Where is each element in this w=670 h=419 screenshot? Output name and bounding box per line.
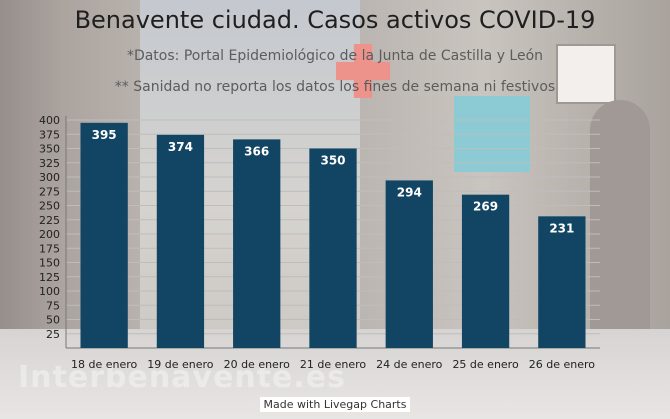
bar [80, 122, 128, 348]
doorway [590, 100, 650, 330]
x-tick-label: 20 de enero [224, 358, 291, 371]
y-tick-label: 150 [39, 257, 60, 270]
y-tick-label: 175 [39, 242, 60, 255]
chart-subtitle-note: ** Sanidad no reporta los datos los fine… [114, 79, 556, 95]
bar [385, 180, 433, 348]
y-tick-label: 225 [39, 214, 60, 227]
bar [156, 134, 205, 348]
y-tick-label: 350 [39, 143, 60, 156]
shop-sign [556, 44, 616, 104]
credit-footer: Made with Livegap Charts [0, 393, 670, 412]
y-tick-label: 300 [39, 171, 60, 184]
credit-link[interactable]: Made with Livegap Charts [259, 397, 411, 412]
bar [538, 216, 586, 348]
bar [309, 148, 357, 348]
bar-value-label: 231 [549, 221, 574, 235]
chart-subtitle-source: *Datos: Portal Epidemiológico de la Junt… [126, 48, 544, 64]
y-tick-label: 75 [46, 299, 60, 312]
y-tick-label: 250 [39, 200, 60, 213]
y-tick-label: 125 [39, 271, 60, 284]
x-tick-label: 24 de enero [376, 358, 443, 371]
y-tick-label: 25 [46, 328, 60, 341]
y-tick-label: 275 [39, 185, 60, 198]
watermark: Interbenavente.es [18, 360, 346, 395]
x-tick-label: 25 de enero [452, 358, 519, 371]
bar [461, 194, 510, 348]
y-tick-label: 400 [39, 114, 60, 127]
x-tick-label: 18 de enero [71, 358, 138, 371]
x-tick-label: 21 de enero [300, 358, 367, 371]
bar-value-label: 395 [92, 128, 117, 142]
chart-title: Benavente ciudad. Casos activos COVID-19 [74, 6, 596, 34]
bar-value-label: 366 [244, 144, 269, 158]
y-tick-label: 100 [39, 285, 60, 298]
x-tick-label: 19 de enero [147, 358, 214, 371]
bar-value-label: 294 [397, 185, 422, 199]
x-tick-label: 26 de enero [529, 358, 596, 371]
y-tick-label: 200 [39, 228, 60, 241]
y-tick-label: 375 [39, 128, 60, 141]
y-tick-label: 325 [39, 157, 60, 170]
y-tick-label: 50 [46, 314, 60, 327]
bar-value-label: 350 [320, 154, 345, 168]
bar-value-label: 374 [168, 140, 193, 154]
bar [233, 139, 281, 348]
bar-value-label: 269 [473, 200, 498, 214]
